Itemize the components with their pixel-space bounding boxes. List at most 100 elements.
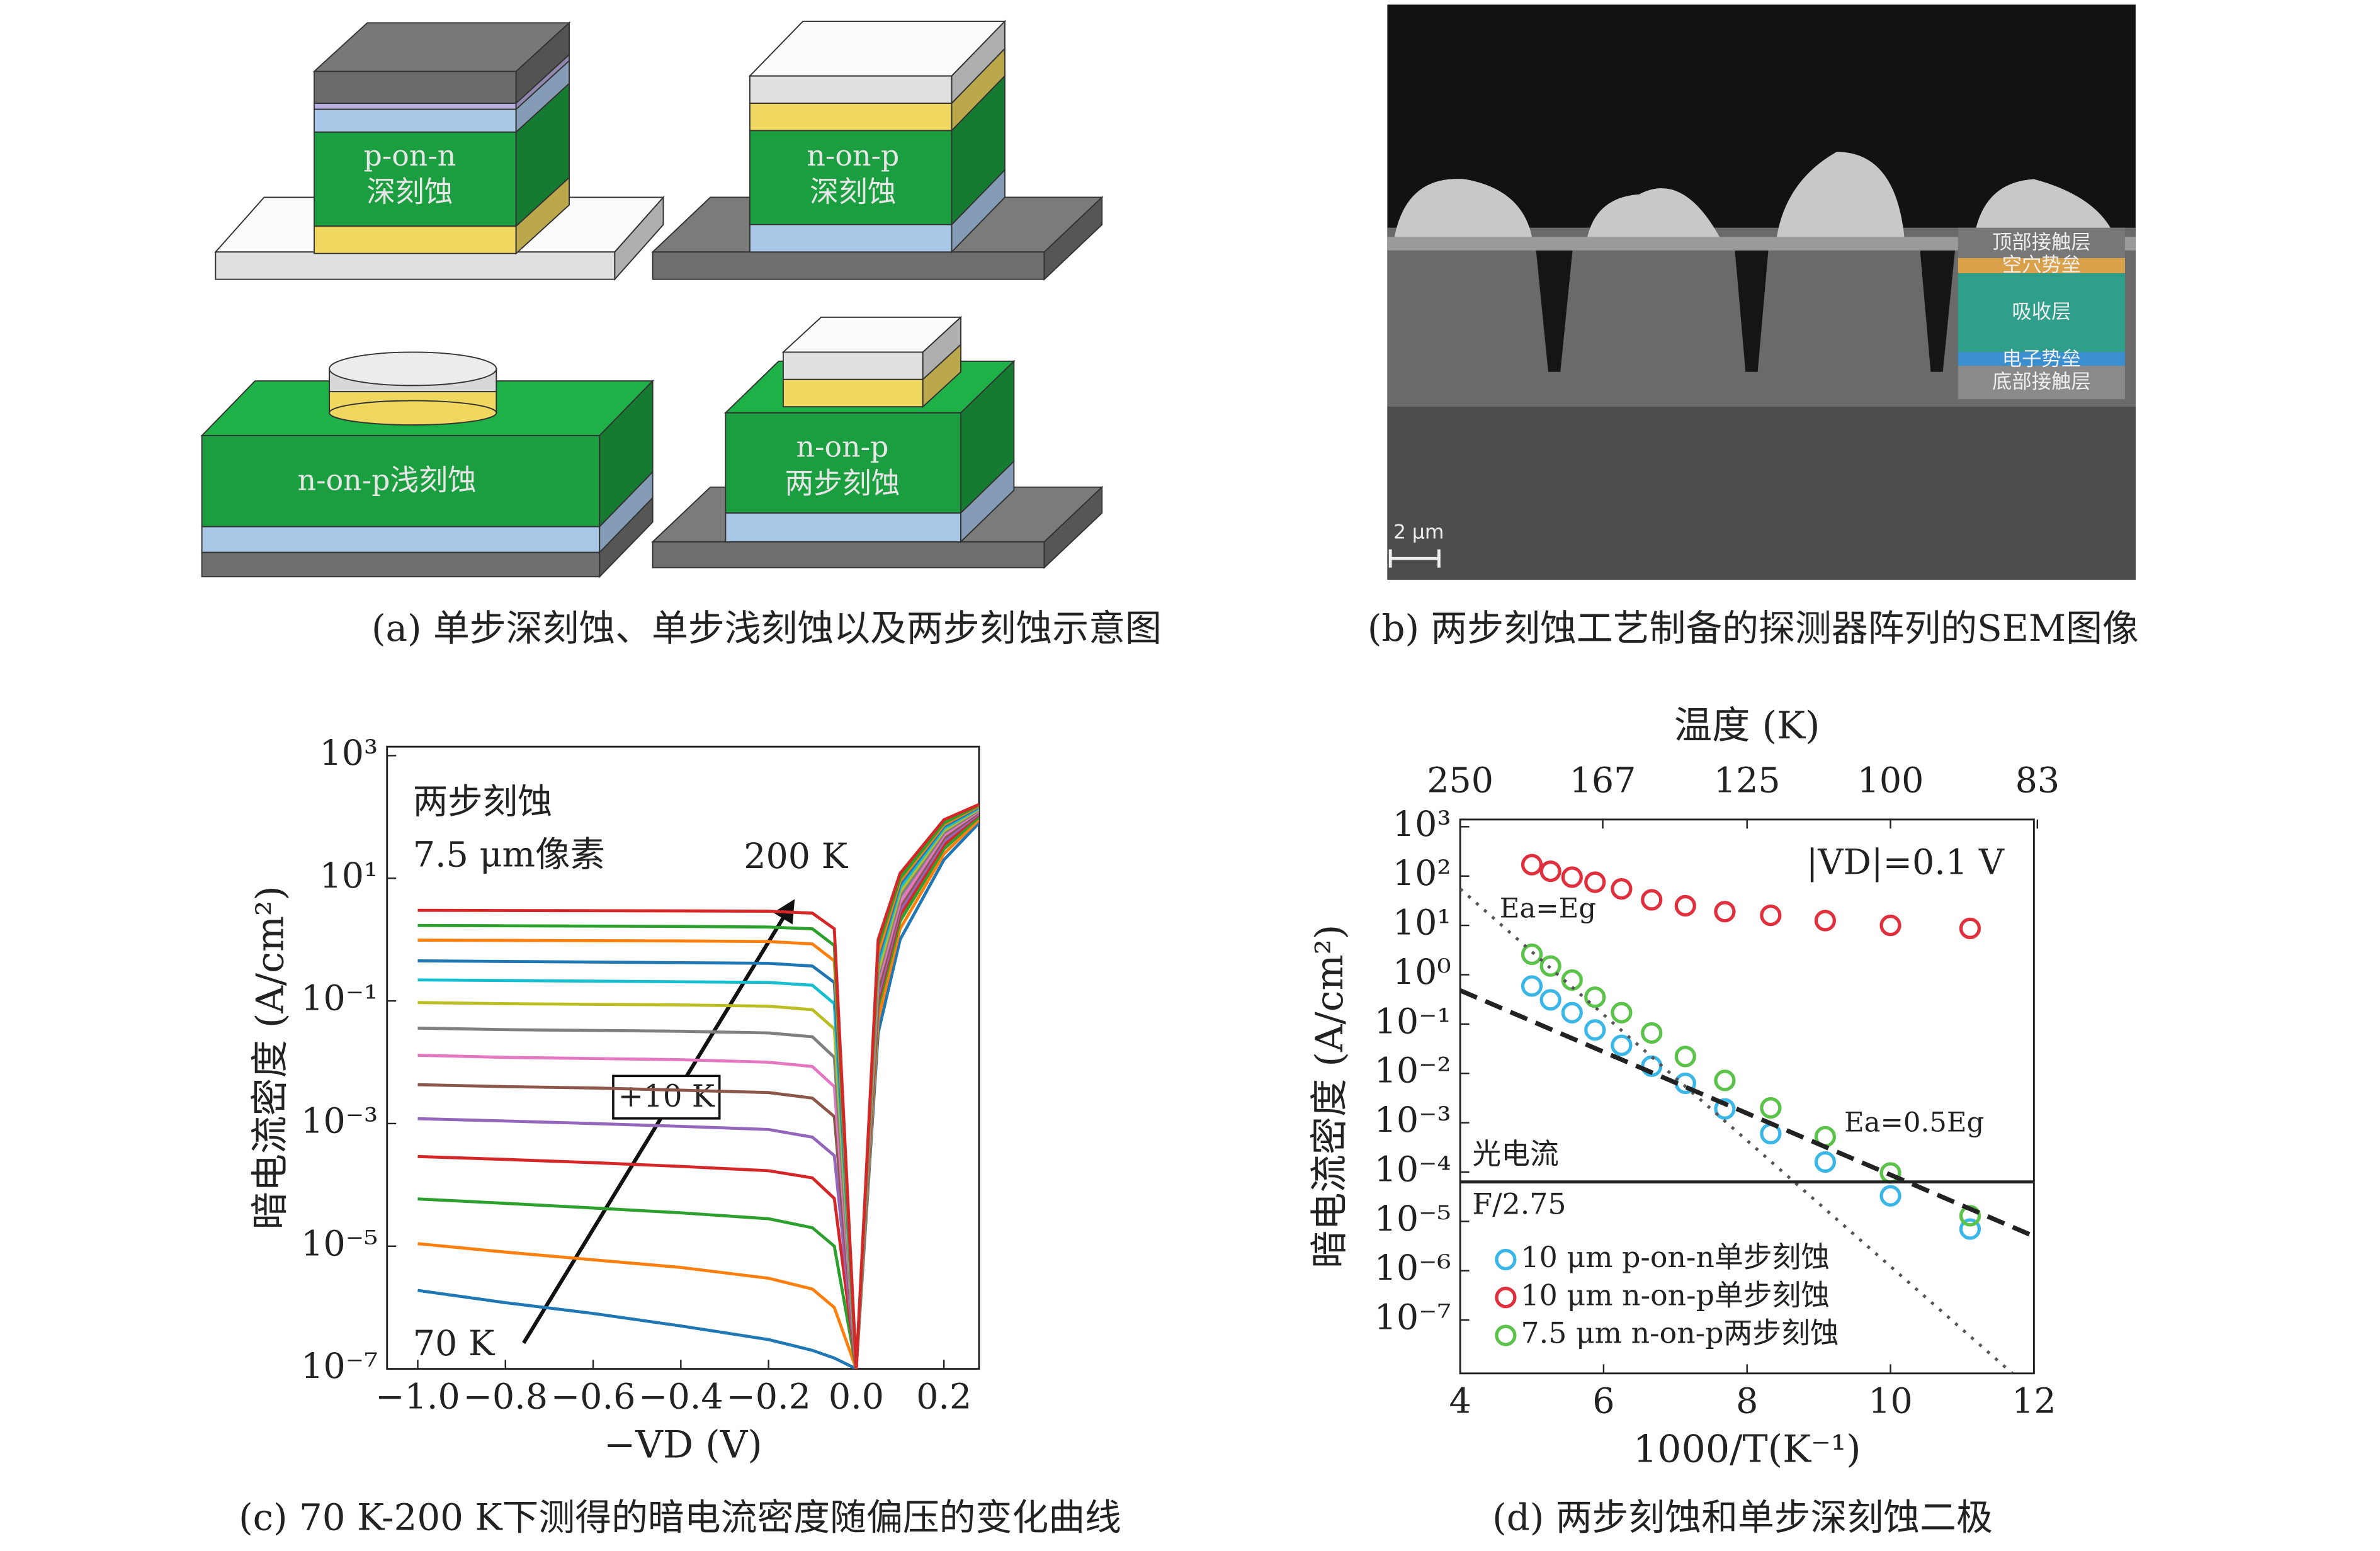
annotation: Ea=0.5Eg xyxy=(1844,1107,1984,1138)
data-point xyxy=(1521,854,1543,876)
x-tick-label: 10 xyxy=(1868,1382,1913,1422)
data-line xyxy=(417,806,979,1369)
block-face xyxy=(314,108,517,133)
data-point xyxy=(1714,901,1736,923)
data-point xyxy=(1521,943,1543,966)
x-tick-label: −0.2 xyxy=(726,1377,811,1417)
data-point xyxy=(1539,955,1561,977)
y-tick-label: 10³ xyxy=(1393,804,1451,845)
x-tick-label: 8 xyxy=(1736,1382,1758,1422)
x-axis-label: −VD (V) xyxy=(604,1423,762,1467)
x-tick-label: −0.4 xyxy=(638,1377,723,1417)
block-face xyxy=(725,512,961,543)
y-tick-label: 10⁻² xyxy=(1374,1051,1451,1091)
layer-top xyxy=(1958,227,2125,258)
block-label: 两步刻蚀 xyxy=(785,466,900,500)
x2-tick-label: 83 xyxy=(2015,761,2060,801)
legend-label: 10 μm n-on-p单步刻蚀 xyxy=(1521,1278,1830,1312)
data-point xyxy=(1561,866,1583,888)
block-label: p-on-n xyxy=(363,138,456,172)
y-tick-label: 10¹ xyxy=(319,856,378,896)
y-tick-label: 10¹ xyxy=(1393,903,1451,944)
block-face xyxy=(314,225,517,254)
data-point xyxy=(1611,1001,1633,1024)
data-point xyxy=(1879,914,1901,937)
disc xyxy=(329,351,497,386)
block-face xyxy=(599,496,654,578)
plot-area xyxy=(417,803,979,1369)
data-line xyxy=(417,818,979,1369)
block-face xyxy=(749,223,953,253)
layer-label: 电子势垒 xyxy=(2002,347,2081,370)
data-line xyxy=(417,803,979,1369)
block-face xyxy=(201,435,601,527)
x2-tick-label: 100 xyxy=(1857,761,1924,801)
annotation: +10 K xyxy=(618,1079,715,1114)
caption: (d) 两步刻蚀和单步深刻蚀二极 xyxy=(1492,1496,1993,1539)
x-axis-label: 1000/T(K⁻¹) xyxy=(1633,1428,1861,1472)
block-face xyxy=(614,195,664,281)
chart: −1.0 −0.8 −0.6 −0.4 −0.2 0.0 0.2 10³ 10¹ 10⁻¹ 10⁻³… xyxy=(248,733,980,1467)
layer-bottom xyxy=(1958,366,2125,400)
plot-frame xyxy=(386,745,980,1370)
x2-tick-label: 167 xyxy=(1570,761,1636,801)
x-tick-label: −0.8 xyxy=(463,1377,548,1417)
data-line xyxy=(417,806,979,1369)
legend-marker xyxy=(1495,1248,1517,1271)
block-label: 深刻蚀 xyxy=(810,175,896,209)
caption: (a) 单步深刻蚀、单步浅刻蚀以及两步刻蚀示意图 xyxy=(371,607,1162,650)
data-point xyxy=(1611,877,1633,900)
annotation: 两步刻蚀 xyxy=(413,782,553,822)
data-point xyxy=(1584,1019,1606,1041)
block-face xyxy=(749,75,953,104)
block-label: n-on-p浅刻蚀 xyxy=(298,463,477,497)
y-tick-label: 10⁻³ xyxy=(1374,1100,1451,1141)
block-face xyxy=(922,343,961,409)
data-line xyxy=(417,808,979,1369)
block-face xyxy=(782,351,924,380)
x-tick-label: 6 xyxy=(1592,1382,1614,1422)
layer-label: 空穴势垒 xyxy=(2002,254,2081,276)
data-point xyxy=(1879,1185,1901,1207)
data-point xyxy=(1760,904,1782,927)
block-face xyxy=(782,378,924,408)
y-tick-label: 10⁻⁶ xyxy=(1374,1248,1451,1289)
x2-tick-label: 125 xyxy=(1714,761,1781,801)
y-tick-label: 10⁻¹ xyxy=(301,979,378,1019)
panel-b: 顶部接触层 空穴势垒 吸收层 电子势垒 底部接触层 2 μm xyxy=(1387,4,2136,580)
x-tick-label: −0.6 xyxy=(551,1377,636,1417)
legend-label: 7.5 μm n-on-p两步刻蚀 xyxy=(1521,1316,1839,1350)
data-point xyxy=(1714,1098,1736,1120)
block-label: 深刻蚀 xyxy=(366,175,453,209)
annotation: |VD|=0.1 V xyxy=(1806,843,2005,883)
data-point xyxy=(1674,894,1696,917)
data-line xyxy=(417,809,979,1369)
data-point xyxy=(1584,871,1606,893)
disc xyxy=(329,400,497,426)
block-face xyxy=(951,168,1006,254)
data-point xyxy=(1584,986,1606,1008)
x-tick-label: −1.0 xyxy=(375,1377,460,1417)
block-face xyxy=(960,460,1015,544)
scale-bar xyxy=(1388,549,1441,568)
chart: 4 6 8 10 12 250 167 125 100 83 10³ 10² 10¹ 10⁰ 10⁻¹ 10⁻… xyxy=(1308,704,2060,1472)
data-point xyxy=(1814,910,1837,932)
y-tick-label: 10³ xyxy=(319,733,378,774)
block-face xyxy=(215,251,616,280)
sem-contact xyxy=(1387,237,2136,251)
data-point xyxy=(1539,860,1561,883)
data-point xyxy=(1641,1022,1663,1044)
block-face xyxy=(515,176,570,255)
y-tick-label: 10⁻³ xyxy=(301,1101,378,1141)
layer-hole xyxy=(1958,257,2125,274)
data-point xyxy=(1539,989,1561,1011)
annotation: 光电流 xyxy=(1472,1137,1558,1171)
x-tick-label: 0.0 xyxy=(829,1377,884,1417)
data-point xyxy=(1714,1069,1736,1091)
y-axis-label: 暗电流密度 (A/cm²) xyxy=(1308,925,1352,1268)
x2-axis-label: 温度 (K) xyxy=(1674,704,1820,748)
data-point xyxy=(1561,1001,1583,1024)
y-tick-label: 10⁻⁷ xyxy=(1374,1298,1451,1338)
data-point xyxy=(1814,1151,1837,1173)
